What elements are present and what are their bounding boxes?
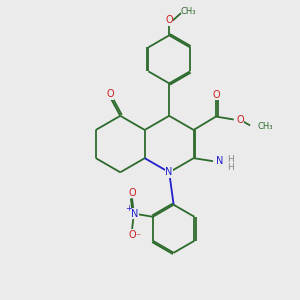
Text: CH₃: CH₃ [257, 122, 273, 131]
Text: ⁻: ⁻ [135, 232, 141, 242]
Text: O: O [236, 115, 244, 124]
Text: CH₃: CH₃ [181, 7, 196, 16]
Text: H: H [227, 163, 234, 172]
Text: O: O [212, 90, 220, 100]
Text: N: N [216, 156, 223, 166]
Text: O: O [128, 230, 136, 240]
Text: N: N [166, 167, 173, 177]
Text: +: + [125, 204, 132, 213]
Text: O: O [165, 16, 173, 26]
Text: H: H [227, 155, 234, 164]
Text: O: O [128, 188, 136, 198]
Text: O: O [106, 89, 114, 99]
Text: N: N [131, 209, 139, 219]
